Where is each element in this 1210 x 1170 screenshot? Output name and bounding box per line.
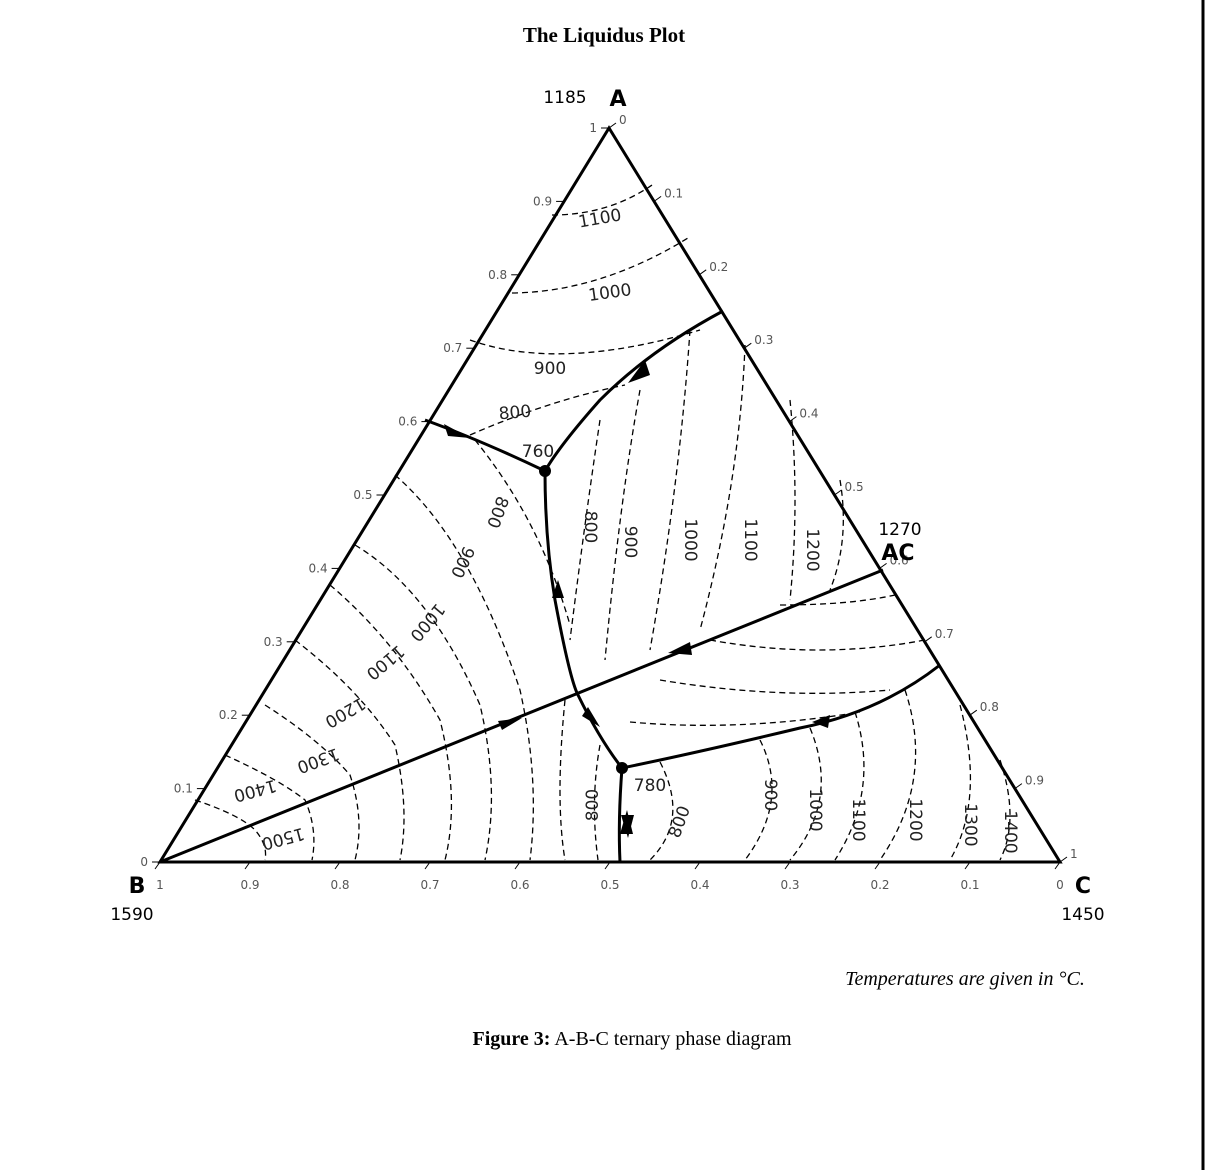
tick-mark <box>1014 783 1023 790</box>
vertex-temperature: 1450 <box>1061 905 1104 925</box>
tick-mark <box>334 861 341 870</box>
title: The Liquidus Plot <box>523 23 685 47</box>
isotherm-label: 900 <box>620 526 640 558</box>
tick-label: 0.8 <box>488 268 507 282</box>
tick-label: 0.7 <box>443 341 462 355</box>
tick-label: 0.5 <box>353 488 372 502</box>
isotherm-label: 900 <box>446 543 478 581</box>
tick-label: 0.3 <box>780 878 799 892</box>
tick-label: 0.9 <box>533 194 552 208</box>
isotherm-label: 1300 <box>294 743 341 777</box>
tick-label: 0.6 <box>510 878 529 892</box>
vertex-label: AC <box>881 541 914 566</box>
tick-mark <box>698 269 707 276</box>
vertex-label: A <box>609 87 626 112</box>
tick-label: 0.4 <box>799 407 818 421</box>
isotherm-label: 1100 <box>577 205 623 232</box>
tick-mark <box>789 416 797 423</box>
vertex-temperature: 1185 <box>543 88 586 108</box>
tick-mark <box>694 861 701 870</box>
tick-label: 0.2 <box>870 878 889 892</box>
isotherm-label: 1300 <box>960 803 980 846</box>
isotherm-label: 1400 <box>232 775 279 806</box>
tick-mark <box>964 861 971 870</box>
isotherm-label: 900 <box>760 779 780 811</box>
isotherm-label: 1100 <box>848 798 868 841</box>
isotherm-label: 1200 <box>321 693 368 732</box>
vertex-label: B <box>129 874 146 899</box>
tick-label: 1 <box>156 878 164 892</box>
tick-mark <box>244 861 251 870</box>
tick-mark <box>874 861 881 870</box>
vertex-temperature: 1590 <box>110 905 153 925</box>
tick-label: 0.9 <box>1025 774 1044 788</box>
caption-text: A-B-C ternary phase diagram <box>554 1028 792 1050</box>
invariant-point <box>539 465 551 477</box>
isotherm-label: 1400 <box>1000 810 1020 853</box>
tick-mark <box>514 861 521 870</box>
isotherm-label: 1000 <box>805 788 825 831</box>
tick-label: 0.4 <box>690 878 709 892</box>
isotherm-label: 1500 <box>260 823 307 854</box>
tick-label: 0.9 <box>240 878 259 892</box>
isotherm-label: 1200 <box>802 528 822 571</box>
invariant-point <box>616 762 628 774</box>
tick-mark <box>424 861 431 870</box>
tick-mark <box>1059 856 1068 863</box>
caption: Figure 3: A-B-C ternary phase diagram <box>473 1028 792 1050</box>
isotherm-label: 900 <box>534 359 566 379</box>
isotherm-label: 1000 <box>587 280 633 306</box>
isotherm-label: 1000 <box>405 599 448 645</box>
tick-mark <box>653 195 662 202</box>
tick-label: 0.2 <box>709 260 728 274</box>
tick-mark <box>744 342 752 349</box>
boundaries <box>159 309 941 864</box>
note: Temperatures are given in °C. <box>845 968 1085 990</box>
isotherm-label: 800 <box>583 789 603 821</box>
isotherm-label: 1100 <box>740 518 760 561</box>
tick-label: 0.7 <box>935 627 954 641</box>
invariant-label: 760 <box>522 442 554 462</box>
tick-label: 0.2 <box>219 708 238 722</box>
tick-mark <box>604 861 611 870</box>
tick-mark <box>784 861 791 870</box>
tick-mark <box>1054 861 1061 870</box>
vertex-label: C <box>1075 874 1091 899</box>
tick-label: 0.1 <box>960 878 979 892</box>
tick-label: 0.7 <box>420 878 439 892</box>
tick-label: 0.1 <box>664 186 683 200</box>
tick-label: 0.8 <box>330 878 349 892</box>
isotherm-label: 1200 <box>905 798 925 841</box>
tick-mark <box>154 861 161 870</box>
caption-label: Figure 3: <box>473 1028 551 1050</box>
tick-mark <box>924 636 932 643</box>
tick-label: 0.3 <box>754 333 773 347</box>
tick-label: 0.1 <box>174 782 193 796</box>
tick-label: 0.5 <box>845 480 864 494</box>
tick-label: 0 <box>1056 878 1064 892</box>
tick-label: 0.6 <box>398 415 417 429</box>
isotherm-label: 800 <box>665 803 695 840</box>
tick-label: 1 <box>1070 847 1078 861</box>
invariant-label: 780 <box>634 776 666 796</box>
tick-label: 0.6 <box>890 553 909 567</box>
tick-label: 1 <box>589 121 597 135</box>
tick-label: 0 <box>140 855 148 869</box>
tick-label: 0 <box>619 113 627 127</box>
tick-mark <box>879 562 887 569</box>
isotherm-label: 800 <box>580 511 600 543</box>
tick-label: 0.4 <box>309 561 328 575</box>
tick-mark <box>969 709 978 716</box>
vertex-temperature: 1270 <box>878 520 921 540</box>
isotherm-label: 1000 <box>680 518 700 561</box>
tick-mark <box>834 489 842 496</box>
tick-label: 0.3 <box>264 635 283 649</box>
tick-mark <box>608 122 617 129</box>
isotherm-label: 800 <box>482 493 512 530</box>
tick-label: 0.5 <box>600 878 619 892</box>
tick-label: 0.8 <box>980 700 999 714</box>
isotherm-label: 1100 <box>362 640 408 683</box>
isotherm-label: 800 <box>498 402 532 425</box>
